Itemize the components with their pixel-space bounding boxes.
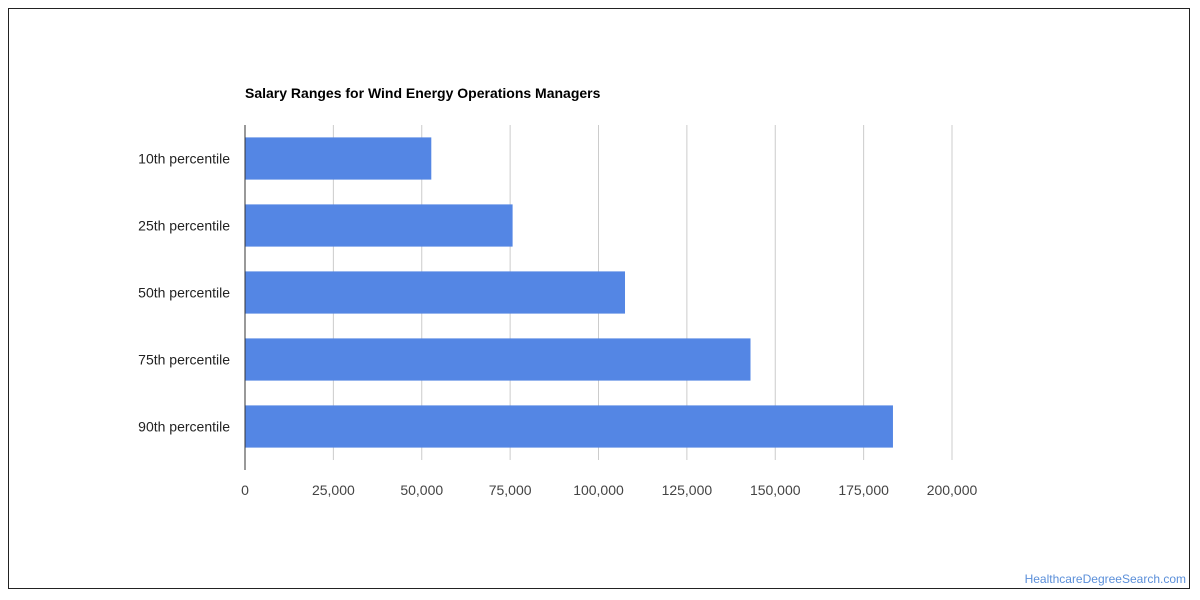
x-tick-label: 100,000 [573, 482, 624, 498]
chart-title: Salary Ranges for Wind Energy Operations… [245, 85, 601, 101]
bar-75th-percentile[interactable] [245, 338, 751, 381]
x-tick-label: 25,000 [312, 482, 355, 498]
y-category-label: 10th percentile [138, 151, 230, 167]
y-category-label: 75th percentile [138, 352, 230, 368]
x-tick-label: 150,000 [750, 482, 801, 498]
bar-25th-percentile[interactable] [245, 204, 513, 247]
x-tick-label: 75,000 [489, 482, 532, 498]
bar-50th-percentile[interactable] [245, 271, 626, 314]
x-tick-label: 200,000 [927, 482, 978, 498]
x-tick-label: 50,000 [400, 482, 443, 498]
x-tick-label: 0 [241, 482, 249, 498]
y-category-label: 50th percentile [138, 285, 230, 301]
y-category-label: 90th percentile [138, 419, 230, 435]
watermark[interactable]: HealthcareDegreeSearch.com [1024, 572, 1186, 586]
x-tick-label: 125,000 [662, 482, 713, 498]
bar-90th-percentile[interactable] [245, 405, 893, 448]
bar-10th-percentile[interactable] [245, 137, 432, 180]
y-category-label: 25th percentile [138, 218, 230, 234]
x-tick-label: 175,000 [838, 482, 889, 498]
